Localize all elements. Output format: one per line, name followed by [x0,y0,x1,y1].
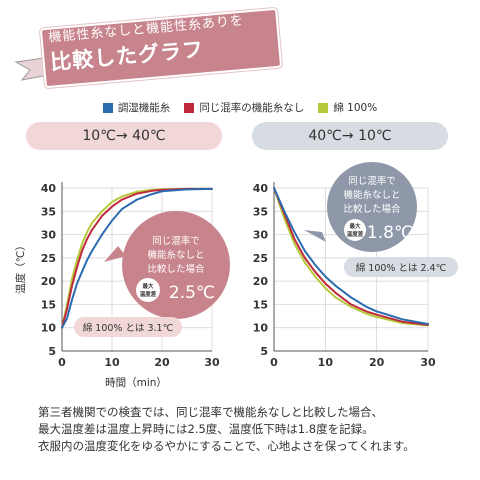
callout-line: 比較した場合 [343,203,401,215]
y-tick-label: 10 [253,322,269,335]
series-line [273,187,429,327]
legend: 調湿機能糸 同じ混率の機能糸なし 綿 100% [0,100,480,115]
right-callout: 同じ混率で 機能糸なしと 比較した場合 最大 温度差 1.8℃ [304,162,417,252]
badge-bottom: 温度差 [140,290,157,298]
left-callout: 同じ混率で 機能糸なしと 比較した場合 最大 温度差 2.5℃ [104,211,230,319]
right-chart: 5 10 15 20 25 30 35 40 0 10 20 30 [253,182,436,369]
right-note: 綿 100% とは 2.4℃ [344,257,458,277]
callout-line: 同じ混率で [348,175,396,187]
y-axis-label: 温度（℃） [14,240,27,294]
x-tick-label: 30 [204,356,220,369]
x-axis-label: 時間（min） [105,377,167,389]
legend-item-no-function: 同じ混率の機能糸なし [184,100,304,115]
y-tick-label: 30 [253,229,269,242]
caption: 第三者機関での検査では、同じ混率で機能糸なしと比較した場合、 最大温度差は温度上… [38,404,458,455]
x-tick-label: 30 [420,356,436,369]
callout-line: 機能糸なしと [147,249,204,261]
y-tick-label: 5 [260,345,268,358]
y-tick-label: 25 [41,252,56,265]
x-tick-label: 20 [154,356,170,369]
left-note: 綿 100% とは 3.1℃ [74,317,182,337]
callout-line: 比較した場合 [147,263,205,275]
series-line [273,187,429,326]
y-tick-label: 20 [253,275,269,288]
callout-line: 機能糸なしと [343,189,400,201]
badge-top: 最大 [349,222,361,230]
caption-line: 衣服内の温度変化をゆるやかにすることで、心地よさを保ってくれます。 [38,439,415,453]
y-tick-label: 15 [253,298,268,311]
y-tick-label: 35 [253,205,268,218]
badge-bottom: 温度差 [347,230,364,238]
badge-top: 最大 [142,282,154,290]
legend-swatch [102,102,113,113]
x-tick-label: 10 [104,356,120,369]
x-tick-label: 10 [318,356,334,369]
y-tick-label: 10 [41,322,57,335]
legend-label: 同じ混率の機能糸なし [199,102,305,114]
series-line [61,187,213,329]
legend-swatch [318,102,329,113]
legend-label: 調湿機能糸 [117,102,171,114]
y-tick-label: 35 [41,205,56,218]
header [14,8,294,88]
left-chart-title: 10℃→ 40℃ [26,122,222,150]
caption-line: 最大温度差は温度上昇時には2.5度、温度低下時は1.8度を記録。 [38,422,374,436]
legend-swatch [184,102,195,113]
y-tick-label: 25 [253,252,268,265]
series-line [273,187,429,325]
legend-item-cotton: 綿 100% [318,100,377,115]
x-tick-label: 0 [58,356,66,369]
y-tick-label: 5 [48,345,56,358]
legend-label: 綿 100% [333,102,378,114]
callout-line: 同じ混率で [152,235,200,247]
x-tick-label: 20 [369,356,385,369]
note-text: 綿 100% とは 3.1℃ [83,322,174,334]
y-tick-label: 20 [41,275,57,288]
y-tick-label: 30 [41,229,57,242]
right-chart-title: 40℃→ 10℃ [252,122,448,150]
y-tick-label: 40 [253,182,269,195]
caption-line: 第三者機関での検査では、同じ混率で機能糸なしと比較した場合、 [38,405,383,419]
callout-value: 2.5℃ [169,283,215,303]
note-text: 綿 100% とは 2.4℃ [356,262,447,274]
callout-value: 1.8℃ [367,223,413,243]
series-line [61,187,213,329]
y-tick-label: 15 [41,298,56,311]
legend-item-functional: 調湿機能糸 [102,100,171,115]
y-tick-label: 40 [41,182,57,195]
x-tick-label: 0 [270,356,278,369]
